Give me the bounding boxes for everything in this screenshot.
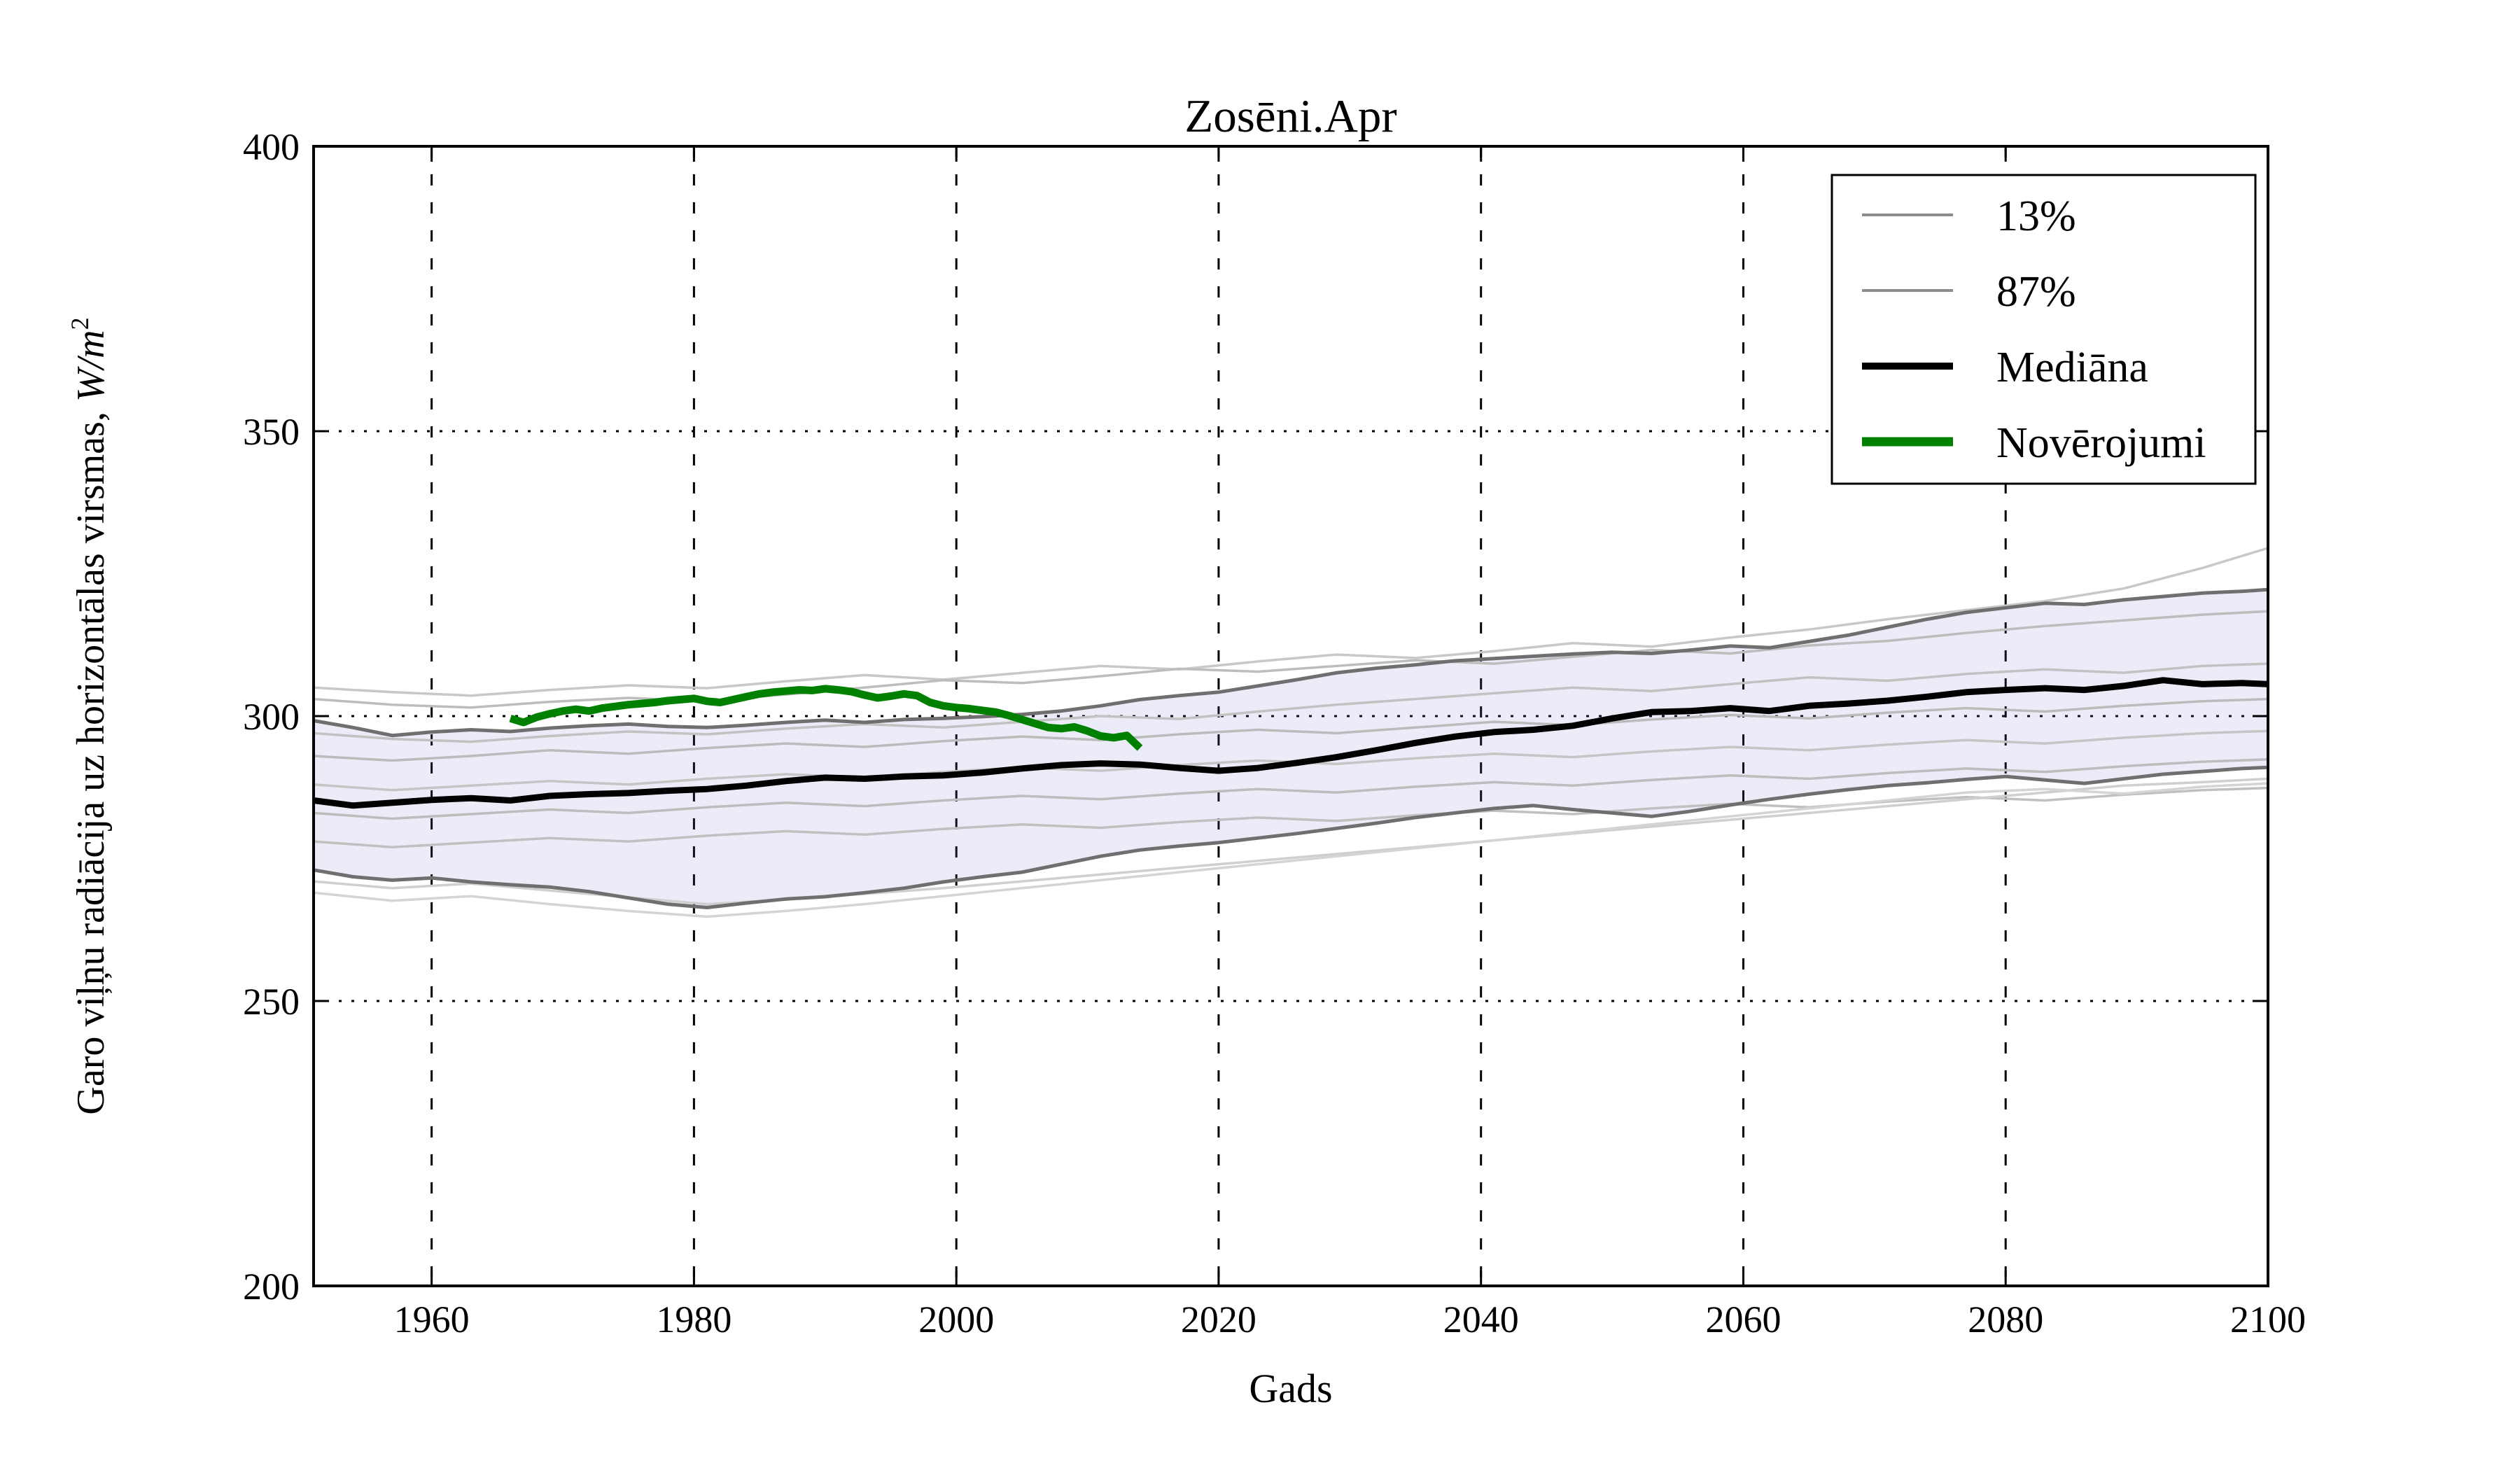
- y-tick-label-200: 200: [243, 1266, 300, 1308]
- x-tick-label-1960: 1960: [394, 1298, 470, 1340]
- ensemble-line-8: [313, 782, 2269, 918]
- percentile-band: [314, 589, 2268, 908]
- axis-ticks: [314, 145, 2269, 1287]
- x-tick-label-2000: 2000: [918, 1298, 994, 1340]
- x-tick-label-1980: 1980: [656, 1298, 732, 1340]
- band-lower-13pct-line: [313, 765, 2269, 909]
- percentile-band-fill: [314, 589, 2268, 908]
- x-tick-label-2080: 2080: [1968, 1298, 2043, 1340]
- y-axis-label-unit: W/m: [69, 330, 113, 402]
- band-upper-87pct-line: [313, 587, 2269, 738]
- observations-line: [509, 685, 1143, 751]
- tick-labels: 1960 1980 2000 2020 2040 2060 2080 2100 200 250 30…: [243, 126, 2306, 1340]
- legend-label-1: 87%: [1996, 268, 2076, 316]
- ensemble-line-6: [313, 786, 2269, 848]
- legend-label-3: Novērojumi: [1996, 419, 2206, 467]
- main-series-lines: [313, 677, 2269, 809]
- ensemble-line-3: [313, 697, 2269, 762]
- legend-label-2: Mediāna: [1996, 344, 2148, 391]
- y-axis-label-superscript: 2: [66, 317, 94, 330]
- ensemble-lines: [313, 547, 2269, 918]
- legend-label-0: 13%: [1996, 192, 2076, 240]
- x-tick-label-2040: 2040: [1443, 1298, 1519, 1340]
- x-tick-label-2060: 2060: [1706, 1298, 1782, 1340]
- ensemble-line-1: [313, 610, 2269, 709]
- median-line: [313, 677, 2269, 809]
- ensemble-line-5: [313, 758, 2269, 820]
- chart-title: Zosēni.Apr: [1184, 90, 1396, 142]
- legend-box: [1830, 174, 2257, 485]
- legend: 13% 87% Mediāna Novērojumi: [1830, 174, 2257, 485]
- ensemble-line-0: [313, 547, 2269, 697]
- y-tick-label-350: 350: [243, 411, 300, 453]
- x-tick-label-2020: 2020: [1181, 1298, 1256, 1340]
- y-axis-label: Garo viļņu radiācija uz horizontālas vir…: [66, 317, 113, 1114]
- y-axis-label-text: Garo viļņu radiācija uz horizontālas vir…: [69, 402, 113, 1115]
- x-axis-label: Gads: [1249, 1366, 1332, 1411]
- y-tick-label-250: 250: [243, 981, 300, 1023]
- x-tick-label-2100: 2100: [2230, 1298, 2306, 1340]
- y-tick-label-400: 400: [243, 126, 300, 168]
- band-edge-lines: [313, 587, 2269, 909]
- ensemble-line-2: [313, 662, 2269, 743]
- y-tick-label-300: 300: [243, 696, 300, 738]
